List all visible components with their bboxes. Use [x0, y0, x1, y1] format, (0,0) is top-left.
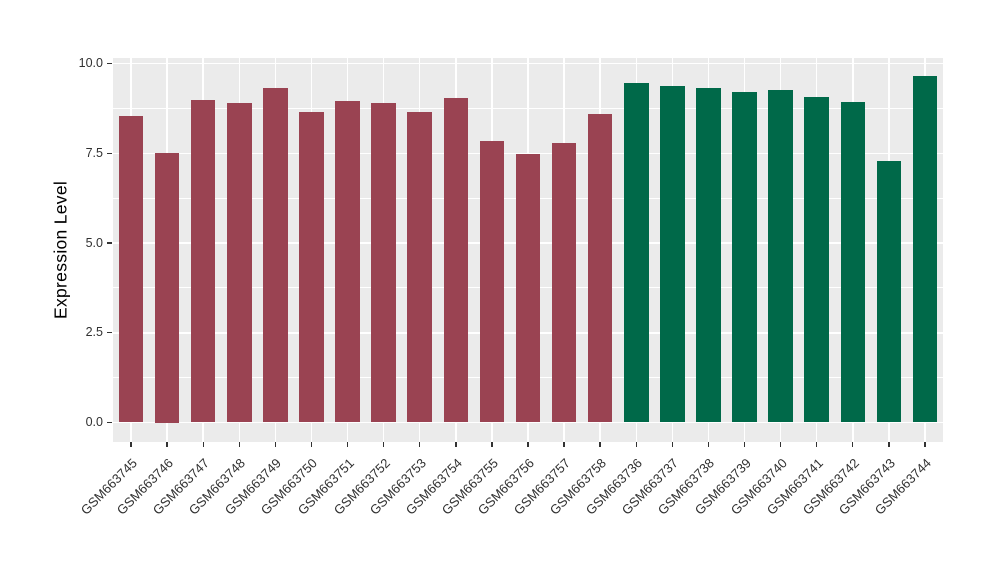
y-tick-label: 0.0: [85, 415, 103, 429]
bar: [479, 141, 505, 423]
bar: [227, 102, 252, 423]
x-tick-mark: [563, 442, 565, 447]
bar: [551, 142, 577, 423]
x-tick-mark: [779, 442, 782, 447]
y-tick-mark: [107, 332, 112, 334]
bar: [371, 102, 396, 423]
x-tick-mark: [202, 442, 204, 447]
y-tick-mark: [107, 152, 112, 154]
x-tick-mark: [924, 442, 926, 447]
bar: [912, 76, 938, 423]
x-tick-mark: [130, 442, 132, 447]
bar: [623, 83, 649, 423]
bar: [587, 113, 613, 423]
y-tick-mark: [107, 421, 112, 424]
x-tick-mark: [671, 442, 674, 447]
x-tick-mark: [599, 442, 601, 447]
x-tick-mark: [852, 442, 854, 447]
y-tick-mark: [107, 62, 112, 65]
bar: [299, 111, 324, 423]
x-tick-mark: [707, 442, 710, 447]
x-tick-mark: [635, 442, 637, 447]
bar: [118, 115, 144, 423]
bar: [876, 161, 902, 423]
bar: [407, 111, 432, 423]
y-tick-label: 5.0: [85, 235, 103, 250]
x-tick-mark: [274, 442, 277, 447]
bar: [840, 101, 866, 423]
bar: [190, 100, 216, 423]
bar: [335, 101, 360, 423]
x-tick-mark: [419, 442, 421, 447]
bar: [732, 92, 757, 423]
x-tick-mark: [382, 442, 385, 447]
y-tick-label: 10.0: [78, 56, 103, 70]
x-tick-mark: [166, 442, 168, 447]
x-tick-mark: [238, 442, 240, 447]
bar: [696, 87, 721, 423]
y-tick-label: 7.5: [85, 145, 103, 160]
y-tick-mark: [107, 242, 112, 244]
bar: [443, 97, 469, 423]
x-tick-mark: [527, 442, 529, 447]
plot-panel: [113, 58, 943, 442]
bar: [768, 90, 793, 423]
x-tick-mark: [491, 442, 493, 447]
x-tick-mark: [888, 442, 890, 447]
x-tick-mark: [455, 442, 457, 447]
x-tick-mark: [815, 442, 818, 447]
bar: [660, 85, 685, 423]
x-tick-mark: [743, 442, 746, 447]
y-tick-label: 2.5: [85, 325, 103, 340]
bar: [154, 153, 180, 423]
bar: [804, 96, 829, 423]
bar: [515, 154, 541, 423]
bar: [263, 87, 288, 423]
x-tick-mark: [346, 442, 349, 447]
x-tick-mark: [310, 442, 313, 447]
